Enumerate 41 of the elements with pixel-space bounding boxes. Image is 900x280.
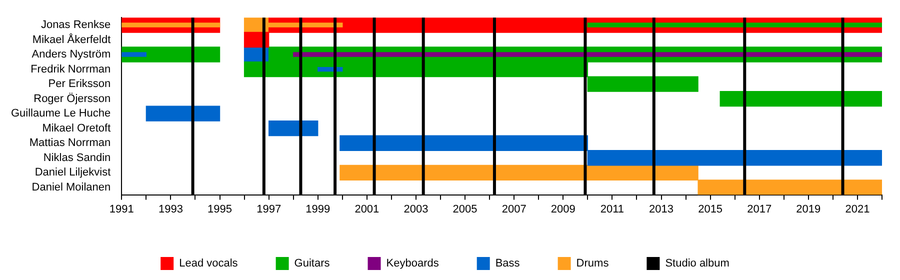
y-tick-label: Anders Nyström	[32, 48, 111, 61]
x-tick-label: 1999	[306, 203, 330, 216]
legend-label: Keyboards	[386, 258, 440, 270]
x-tick-label: 2011	[600, 203, 624, 216]
y-tick-label: Per Eriksson	[48, 78, 111, 90]
bar	[268, 120, 318, 136]
y-tick-label: Jonas Renkse	[40, 19, 111, 32]
x-tick-label: 2005	[452, 203, 478, 216]
y-tick-label: Roger Öjersson	[34, 92, 111, 105]
legend-label: Studio album	[665, 258, 730, 270]
bar	[293, 52, 882, 57]
legend-label: Bass	[495, 258, 520, 270]
y-tick-label: Mikael Oretoft	[42, 122, 111, 134]
legend-label: Drums	[576, 258, 610, 270]
x-tick-label: 1995	[208, 203, 232, 216]
x-tick-label: 1991	[109, 203, 134, 216]
bar	[720, 90, 882, 107]
bar	[122, 52, 147, 57]
legend-label: Guitars	[294, 258, 330, 270]
x-tick-label: 2009	[550, 203, 576, 216]
bar	[587, 22, 882, 28]
x-tick-label: 2017	[747, 203, 772, 216]
x-tick-label: 1993	[158, 203, 183, 216]
bar	[146, 106, 220, 122]
y-tick-label: Daniel Liljekvist	[34, 166, 111, 179]
x-tick-label: 2007	[502, 203, 526, 216]
y-tick-label: Daniel Moilanen	[32, 181, 111, 194]
y-tick-label: Mikael Åkerfeldt	[32, 32, 111, 46]
x-tick-label: 2013	[649, 203, 674, 216]
legend-label: Lead vocals	[179, 258, 238, 270]
x-tick-label: 2001	[354, 203, 380, 216]
y-tick-label: Guillaume Le Huche	[10, 108, 111, 120]
x-tick-label: 1997	[256, 203, 282, 216]
y-tick-label: Niklas Sandin	[43, 152, 111, 164]
bar	[122, 22, 220, 28]
x-tick-label: 2015	[698, 203, 723, 216]
y-tick-label: Mattias Norrman	[29, 137, 111, 150]
y-tick-label: Fredrik Norrman	[30, 63, 111, 76]
x-tick-label: 2003	[404, 203, 428, 216]
x-tick-label: 2019	[796, 203, 821, 216]
x-tick-label: 2021	[845, 203, 870, 216]
